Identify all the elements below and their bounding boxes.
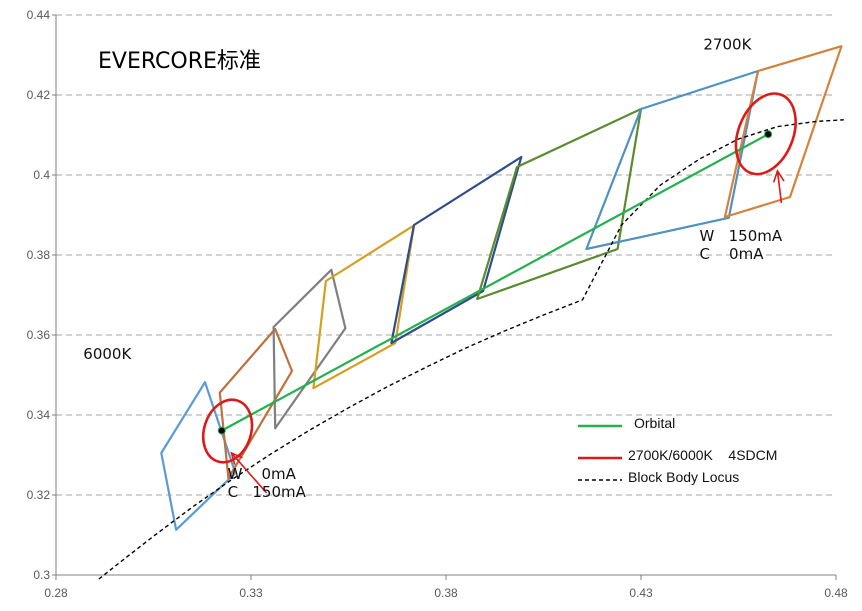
arrow-1 <box>230 452 268 494</box>
x-tick-label: 0.33 <box>239 586 263 600</box>
y-tick-label: 0.38 <box>27 248 51 262</box>
y-tick-label: 0.4 <box>33 168 50 182</box>
arrow-head-1 <box>230 451 243 465</box>
locus-line <box>98 119 844 580</box>
y-tick-label: 0.32 <box>27 488 51 502</box>
annotation-4: C 150mA <box>228 483 307 501</box>
ellipse-layer <box>201 92 797 464</box>
y-tick-label: 0.42 <box>27 88 51 102</box>
x-tick-label: 0.48 <box>824 586 848 600</box>
arrow-layer <box>230 169 785 494</box>
quadrangle-3 <box>272 268 347 430</box>
quadrangles <box>160 45 843 531</box>
annotation-1: 6000K <box>83 345 132 363</box>
axes <box>52 14 837 580</box>
legend: Orbital 2700K/6000K 4SDCM Block Body Locus <box>578 415 777 485</box>
quadrangle-5 <box>390 155 523 345</box>
annotation-3: W 0mA <box>228 465 297 483</box>
quadrangle-6 <box>476 107 643 301</box>
ellipse-2700K <box>734 92 797 176</box>
point-1 <box>217 426 226 435</box>
point-2 <box>764 130 773 139</box>
annotation-5: W 150mA <box>700 227 783 245</box>
x-tick-label: 0.38 <box>434 586 458 600</box>
point-layer <box>217 130 773 435</box>
legend-label-1: Orbital <box>634 415 675 431</box>
quadrangle-2 <box>218 327 294 480</box>
y-tick-label: 0.3 <box>33 568 50 582</box>
y-tick-label: 0.34 <box>27 408 51 422</box>
quadrangle-7 <box>585 69 760 251</box>
legend-label-2: 2700K/6000K 4SDCM <box>628 447 777 463</box>
quadrangle-4 <box>312 224 416 390</box>
annotation-6: C 0mA <box>700 245 765 263</box>
arrow-head-2 <box>772 169 785 183</box>
x-tick-label: 0.43 <box>629 586 653 600</box>
tick-labels: 0.3 0.32 0.34 0.36 0.38 0.4 0.42 0.44 0.28 0.33 0.… <box>27 8 848 600</box>
ellipse-6000K <box>201 398 254 464</box>
annotation-2: 2700K <box>703 35 752 53</box>
legend-label-3: Block Body Locus <box>628 469 739 485</box>
orbital-line <box>221 133 769 432</box>
quadrangle-8 <box>723 45 843 219</box>
x-tick-label: 0.28 <box>44 586 68 600</box>
y-tick-label: 0.44 <box>27 8 51 22</box>
arrow-2 <box>776 170 783 204</box>
y-tick-label: 0.36 <box>27 328 51 342</box>
quadrangle-1 <box>160 381 237 531</box>
orbital-layer <box>221 133 769 432</box>
chart-title: EVERCORE标准 <box>98 49 261 74</box>
locus-layer <box>98 119 844 580</box>
